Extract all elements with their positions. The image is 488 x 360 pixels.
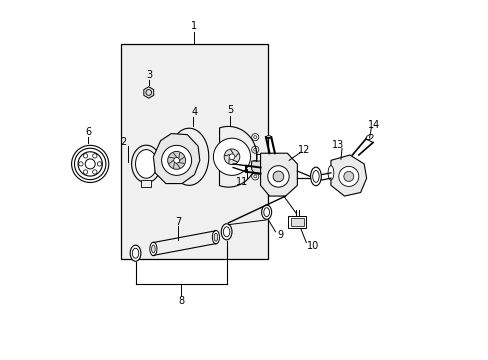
Circle shape (224, 149, 240, 165)
Bar (288, 216, 305, 228)
Text: 5: 5 (226, 105, 233, 115)
Text: 8: 8 (178, 296, 184, 306)
Ellipse shape (261, 205, 271, 219)
Text: 13: 13 (331, 140, 344, 150)
Text: 3: 3 (146, 69, 152, 80)
Polygon shape (219, 126, 256, 187)
Bar (290, 218, 303, 226)
Ellipse shape (131, 145, 161, 183)
Ellipse shape (327, 166, 333, 180)
Polygon shape (330, 155, 366, 196)
Polygon shape (153, 134, 200, 184)
Ellipse shape (212, 230, 219, 244)
Polygon shape (143, 87, 153, 98)
Ellipse shape (310, 167, 321, 186)
Ellipse shape (151, 245, 155, 253)
Polygon shape (260, 153, 297, 196)
Text: 4: 4 (191, 107, 197, 117)
Circle shape (338, 166, 358, 186)
Ellipse shape (263, 208, 269, 217)
Circle shape (267, 166, 288, 187)
Text: 12: 12 (298, 145, 310, 155)
Circle shape (272, 171, 283, 182)
Text: 9: 9 (277, 230, 283, 240)
Bar (141, 180, 151, 187)
Ellipse shape (221, 224, 231, 240)
Circle shape (173, 157, 179, 163)
Polygon shape (169, 128, 208, 185)
Bar (121, 44, 267, 258)
Ellipse shape (214, 233, 217, 241)
Polygon shape (251, 161, 264, 174)
Ellipse shape (312, 171, 319, 182)
Ellipse shape (265, 136, 271, 139)
Ellipse shape (149, 242, 157, 256)
Text: 6: 6 (85, 127, 91, 137)
Circle shape (343, 171, 353, 181)
Text: 14: 14 (367, 120, 380, 130)
Ellipse shape (132, 248, 139, 258)
Text: 2: 2 (121, 138, 126, 148)
Text: 11: 11 (236, 177, 248, 187)
Ellipse shape (135, 150, 157, 178)
Text: 10: 10 (306, 241, 319, 251)
Circle shape (167, 152, 185, 169)
Circle shape (162, 145, 191, 175)
Ellipse shape (365, 134, 372, 140)
Circle shape (213, 138, 250, 175)
Ellipse shape (130, 245, 141, 261)
Circle shape (229, 154, 234, 159)
Ellipse shape (223, 227, 229, 237)
Text: 1: 1 (191, 21, 197, 31)
Text: 7: 7 (175, 217, 181, 227)
